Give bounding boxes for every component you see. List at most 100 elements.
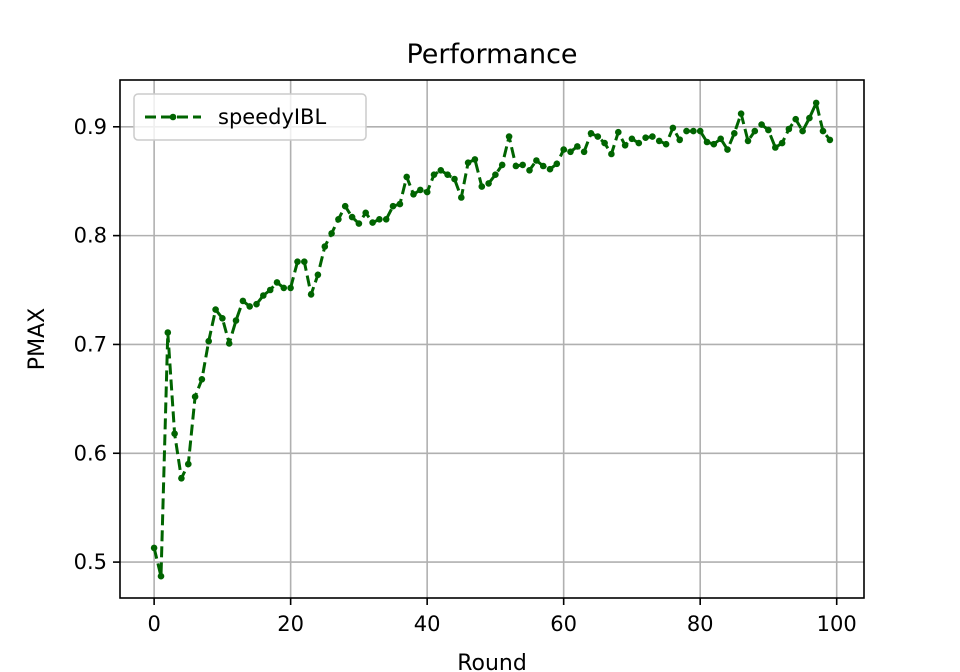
data-point <box>635 139 643 147</box>
data-point <box>423 188 431 196</box>
data-point <box>498 161 506 169</box>
data-point <box>328 230 335 237</box>
y-tick-label: 0.6 <box>74 441 107 465</box>
data-point <box>642 134 649 141</box>
data-point <box>669 124 677 132</box>
data-point <box>464 159 472 166</box>
data-point <box>785 125 793 133</box>
data-point <box>341 202 349 210</box>
data-point <box>806 114 813 122</box>
data-point <box>314 271 322 279</box>
data-point <box>280 284 288 292</box>
data-point <box>198 376 206 383</box>
data-point <box>655 137 663 145</box>
data-point <box>519 161 526 169</box>
data-point <box>355 220 363 227</box>
data-point <box>744 137 752 145</box>
data-point <box>458 194 465 201</box>
data-point <box>485 180 492 187</box>
y-tick-label: 0.5 <box>74 550 107 574</box>
data-point <box>492 171 499 178</box>
data-point <box>560 146 567 153</box>
data-point <box>212 306 219 313</box>
data-point <box>751 127 759 135</box>
data-point <box>710 140 718 148</box>
data-point <box>765 126 772 134</box>
data-point <box>451 175 458 183</box>
x-tick-label: 60 <box>550 612 577 636</box>
data-point <box>792 115 799 123</box>
data-point <box>758 121 765 128</box>
data-point <box>505 133 513 140</box>
data-point <box>157 572 165 580</box>
data-point <box>164 329 172 336</box>
data-point <box>546 165 554 173</box>
data-point <box>246 303 253 310</box>
data-point <box>526 167 533 174</box>
data-point <box>703 138 711 146</box>
data-point <box>253 300 260 308</box>
data-point <box>567 148 574 156</box>
series-layer <box>150 99 834 580</box>
data-point <box>369 219 376 226</box>
data-point <box>273 279 281 286</box>
data-point <box>185 460 192 468</box>
data-point <box>512 162 520 170</box>
data-point <box>690 127 697 135</box>
x-tick-label: 100 <box>817 612 857 636</box>
data-point <box>171 430 178 438</box>
data-point <box>737 110 745 117</box>
legend-box <box>133 93 367 141</box>
data-point <box>826 136 834 144</box>
grid <box>120 80 864 598</box>
data-point <box>150 544 158 552</box>
data-point <box>615 128 622 136</box>
data-point <box>601 139 608 147</box>
data-point <box>396 200 404 208</box>
data-point <box>478 183 486 190</box>
data-point <box>444 171 451 178</box>
data-point <box>696 127 704 135</box>
x-tick-label: 80 <box>687 612 714 636</box>
data-point <box>553 160 561 168</box>
data-point <box>608 150 615 158</box>
plot-frame <box>119 79 865 599</box>
x-tick-label: 0 <box>147 612 160 636</box>
chart-title: Performance <box>406 39 577 70</box>
data-point <box>294 258 301 266</box>
data-point <box>191 393 199 401</box>
data-point <box>382 216 390 223</box>
data-point <box>594 133 602 140</box>
x-tick-label: 20 <box>277 612 304 636</box>
x-tick-label: 40 <box>414 612 441 636</box>
data-point <box>676 136 683 144</box>
data-point <box>717 135 724 143</box>
data-point <box>621 142 629 149</box>
x-axis-label: Round <box>457 651 527 672</box>
data-point <box>301 258 308 266</box>
data-point <box>178 475 185 482</box>
data-point <box>348 213 356 221</box>
data-point <box>772 144 779 151</box>
data-point <box>335 216 342 223</box>
data-point <box>587 130 595 137</box>
ticks: 0 20 40 60 80 100 0.5 0.6 0.7 0.8 0.9 <box>74 115 857 636</box>
data-point <box>628 135 636 143</box>
y-tick-label: 0.9 <box>74 115 107 139</box>
data-point <box>574 143 581 150</box>
data-point <box>232 317 240 324</box>
data-point <box>683 127 690 135</box>
data-point <box>724 146 731 153</box>
data-point <box>778 139 786 147</box>
data-point <box>287 284 294 292</box>
y-tick-label: 0.8 <box>74 224 107 248</box>
data-point <box>533 157 540 164</box>
data-point <box>430 171 438 178</box>
data-point <box>219 315 226 322</box>
legend-label: speedyIBL <box>218 105 326 129</box>
data-point <box>205 337 212 345</box>
data-point <box>266 286 274 294</box>
data-point <box>410 191 417 198</box>
data-point <box>819 127 827 135</box>
